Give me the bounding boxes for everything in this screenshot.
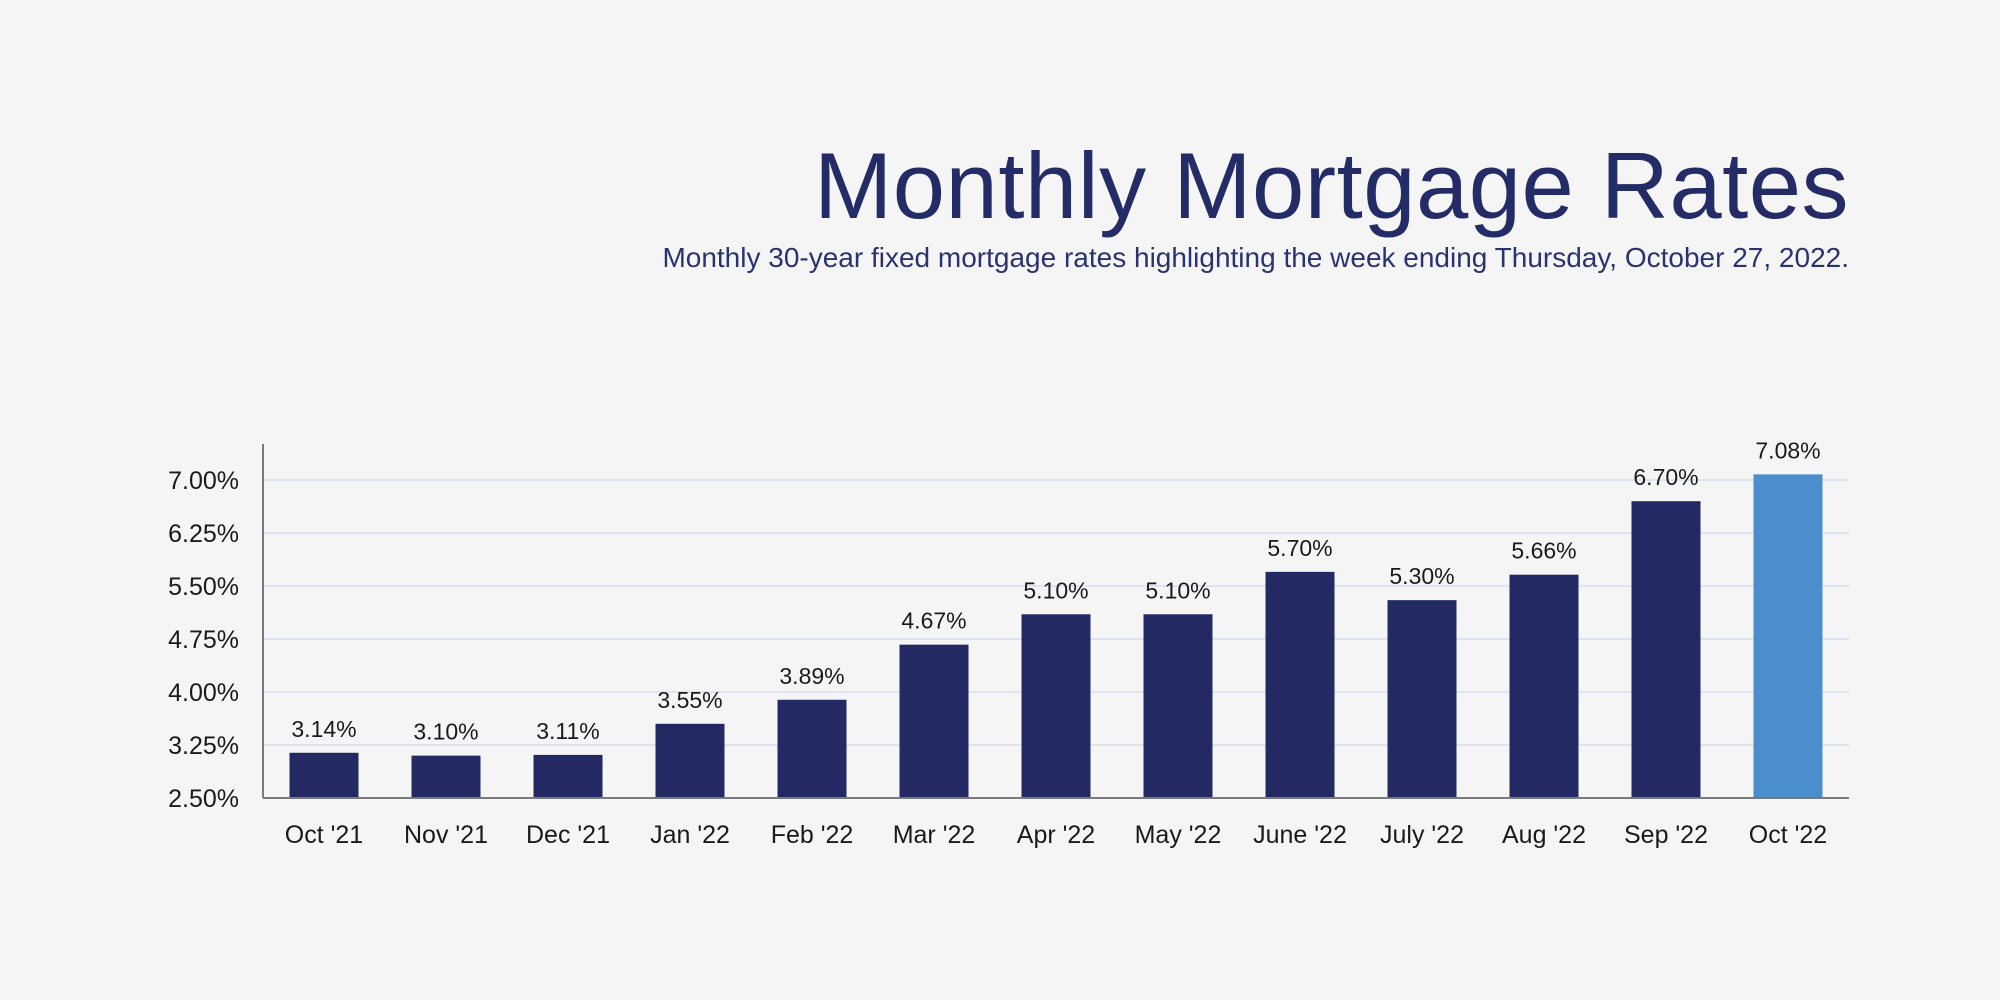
bar <box>1509 574 1579 798</box>
data-label: 7.08% <box>1755 437 1820 463</box>
x-tick-label: July '22 <box>1380 821 1464 849</box>
bar <box>411 755 481 798</box>
x-tick-label: Nov '21 <box>404 821 488 849</box>
y-tick-label: 4.75% <box>168 626 239 654</box>
data-label: 6.70% <box>1633 464 1698 490</box>
data-label: 5.10% <box>1145 577 1210 603</box>
bar <box>655 723 725 798</box>
x-tick-label: Aug '22 <box>1502 821 1586 849</box>
y-tick-label: 2.50% <box>168 785 239 813</box>
y-tick-label: 5.50% <box>168 573 239 601</box>
bar <box>1265 571 1335 798</box>
bar <box>1143 614 1213 798</box>
data-label: 5.66% <box>1511 538 1576 564</box>
x-tick-label: Jan '22 <box>650 821 730 849</box>
y-tick-label: 3.25% <box>168 732 239 760</box>
x-tick-label: Sep '22 <box>1624 821 1708 849</box>
y-tick-label: 6.25% <box>168 520 239 548</box>
data-label: 3.89% <box>779 663 844 689</box>
x-tick-label: Oct '22 <box>1749 821 1827 849</box>
bar <box>1021 614 1091 798</box>
chart-title: Monthly Mortgage Rates <box>813 133 1849 238</box>
x-tick-label: Dec '21 <box>526 821 610 849</box>
y-tick-label: 4.00% <box>168 679 239 707</box>
x-tick-label: Feb '22 <box>771 821 854 849</box>
bar <box>1387 600 1457 798</box>
bar <box>1631 501 1701 798</box>
data-label: 5.10% <box>1023 577 1088 603</box>
x-tick-label: May '22 <box>1135 821 1222 849</box>
bar <box>777 699 847 798</box>
data-label: 3.55% <box>657 687 722 713</box>
data-label: 3.10% <box>413 719 478 745</box>
x-tick-label: June '22 <box>1253 821 1347 849</box>
bar <box>533 754 603 798</box>
data-label: 5.30% <box>1389 563 1454 589</box>
x-tick-label: Mar '22 <box>893 821 976 849</box>
x-tick-label: Oct '21 <box>285 821 363 849</box>
chart-subtitle: Monthly 30-year fixed mortgage rates hig… <box>662 242 1849 273</box>
bar <box>1753 474 1823 798</box>
data-label: 5.70% <box>1267 535 1332 561</box>
data-label: 4.67% <box>901 608 966 634</box>
data-label: 3.14% <box>291 716 356 742</box>
x-tick-label: Apr '22 <box>1017 821 1095 849</box>
bar <box>899 644 969 798</box>
data-label: 3.11% <box>536 718 600 744</box>
y-tick-label: 7.00% <box>168 467 239 495</box>
bar <box>289 752 359 798</box>
